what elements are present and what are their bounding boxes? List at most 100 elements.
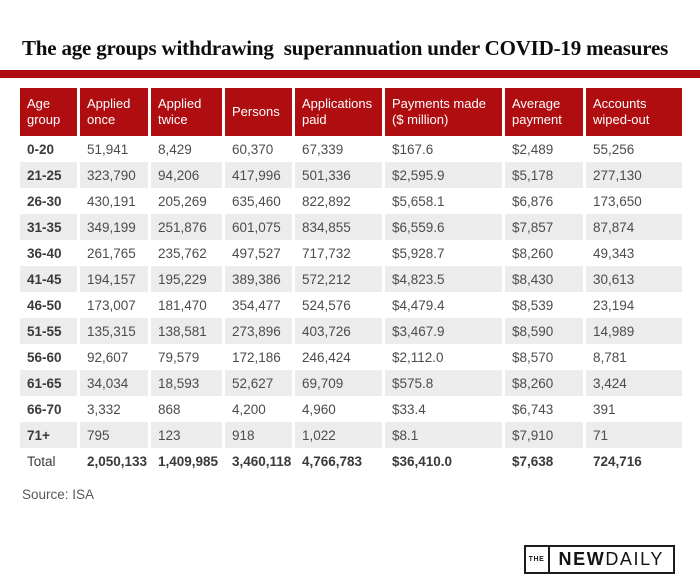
data-cell: $6,559.6 [385, 214, 502, 240]
data-cell: $5,658.1 [392, 193, 445, 209]
data-cell: 273,896 [225, 318, 292, 344]
data-cell: 349,199 [80, 214, 148, 240]
row-label-cell: 46-50 [27, 297, 62, 313]
data-cell: 572,212 [295, 266, 382, 292]
data-cell: 391 [593, 401, 616, 417]
data-cell: 4,960 [302, 401, 336, 417]
data-cell: $2,489 [512, 141, 554, 157]
data-cell: $2,595.9 [385, 162, 502, 188]
data-cell: $33.4 [392, 401, 426, 417]
data-cell: 251,876 [151, 214, 222, 240]
table-header-row: Age group Applied once Applied twice Person… [20, 88, 682, 136]
data-cell: 3,424 [586, 370, 682, 396]
data-cell: 30,613 [586, 266, 682, 292]
row-label-cell: 66-70 [27, 401, 62, 417]
data-cell: $2,112.0 [392, 349, 444, 365]
row-label-cell: Total [27, 453, 56, 469]
header-cell: Applied once [80, 88, 148, 136]
logo-wordmark: NEW DAILY [547, 545, 675, 574]
header-cell: Average payment [505, 88, 583, 136]
data-cell: 51,941 [87, 141, 129, 157]
data-cell: $8,260 [505, 370, 583, 396]
data-cell: 601,075 [225, 214, 292, 240]
table-row: 71+ 795 123 918 1,022 $8.1 $7,910 71 [20, 422, 682, 448]
header-cell: Accounts wiped-out [586, 88, 682, 136]
data-cell: 4,200 [232, 401, 266, 417]
data-cell: 49,343 [593, 245, 635, 261]
table-row: 36-40 261,765 235,762 497,527 717,732 $5,928.… [20, 240, 682, 266]
table-row: 46-50 173,007 181,470 354,477 524,576 $4,479.… [20, 292, 682, 318]
data-cell: $575.8 [385, 370, 502, 396]
data-cell: 94,206 [151, 162, 222, 188]
table-total-row: Total 2,050,133 1,409,985 3,460,118 4,766,78… [20, 448, 682, 474]
row-label-cell: 41-45 [20, 266, 77, 292]
data-cell: $7,857 [505, 214, 583, 240]
data-cell: 173,650 [593, 193, 642, 209]
header-cell: Age group [20, 88, 77, 136]
data-cell: $8.1 [385, 422, 502, 448]
data-cell: 868 [158, 401, 181, 417]
data-cell: 79,579 [158, 349, 200, 365]
data-cell: $8,430 [505, 266, 583, 292]
row-label-cell: 56-60 [27, 349, 62, 365]
table-row: 41-45 194,157 195,229 389,386 572,212 $4,823.… [20, 266, 682, 292]
data-cell: 822,892 [302, 193, 351, 209]
data-cell: 205,269 [158, 193, 207, 209]
data-cell: $3,467.9 [385, 318, 502, 344]
data-cell: 23,194 [593, 297, 635, 313]
chart-title: The age groups withdrawing superannuatio… [22, 36, 669, 61]
table-row: 66-70 3,332 868 4,200 4,960 $33.4 $6,743 391 [20, 396, 682, 422]
data-cell: 1,409,985 [158, 453, 219, 469]
data-cell: 18,593 [151, 370, 222, 396]
data-cell: $167.6 [392, 141, 434, 157]
row-label-cell: 61-65 [20, 370, 77, 396]
data-cell: $6,876 [512, 193, 554, 209]
data-cell: 354,477 [232, 297, 281, 313]
row-label-cell: 31-35 [20, 214, 77, 240]
row-label-cell: 51-55 [20, 318, 77, 344]
row-label-cell: 0-20 [27, 141, 55, 157]
data-cell: $8,539 [512, 297, 554, 313]
header-cell: Applied twice [151, 88, 222, 136]
data-cell: $36,410.0 [392, 453, 453, 469]
data-cell: 8,781 [593, 349, 627, 365]
data-cell: 87,874 [586, 214, 682, 240]
data-cell: 52,627 [225, 370, 292, 396]
divider-bar [0, 70, 700, 78]
data-cell: 389,386 [225, 266, 292, 292]
data-cell: 3,332 [87, 401, 121, 417]
data-cell: 194,157 [80, 266, 148, 292]
header-cell: Applications paid [295, 88, 382, 136]
data-cell: 2,050,133 [87, 453, 148, 469]
data-cell: $8,590 [505, 318, 583, 344]
data-cell: 501,336 [295, 162, 382, 188]
data-cell: $5,928.7 [392, 245, 445, 261]
data-cell: 323,790 [80, 162, 148, 188]
table-row: 26-30 430,191 205,269 635,460 822,892 $5,658.… [20, 188, 682, 214]
super-withdrawal-table: Age group Applied once Applied twice Person… [17, 88, 685, 474]
logo-daily-text: DAILY [605, 549, 664, 569]
table-row: 61-65 34,034 18,593 52,627 69,709 $575.8 $8,26… [20, 370, 682, 396]
data-cell: 195,229 [151, 266, 222, 292]
table-row: 0-20 51,941 8,429 60,370 67,339 $167.6 $2,489 5… [20, 136, 682, 162]
data-cell: $8,570 [512, 349, 554, 365]
data-cell: 277,130 [586, 162, 682, 188]
data-cell: 14,989 [586, 318, 682, 344]
data-cell: 135,315 [80, 318, 148, 344]
table-row: 56-60 92,607 79,579 172,186 246,424 $2,112.0 $… [20, 344, 682, 370]
data-cell: 67,339 [302, 141, 344, 157]
data-cell: $7,638 [512, 453, 554, 469]
data-cell: 235,762 [158, 245, 207, 261]
data-cell: $4,479.4 [392, 297, 445, 313]
data-cell: 138,581 [151, 318, 222, 344]
table-row: 21-25 323,790 94,206 417,996 501,336 $2,595.9… [20, 162, 682, 188]
data-cell: 8,429 [158, 141, 192, 157]
data-cell: $6,743 [512, 401, 554, 417]
row-label-cell: 71+ [20, 422, 77, 448]
data-cell: 430,191 [87, 193, 136, 209]
data-cell: 795 [80, 422, 148, 448]
data-cell: 181,470 [158, 297, 207, 313]
row-label-cell: 36-40 [27, 245, 62, 261]
data-cell: $5,178 [505, 162, 583, 188]
source-attribution: Source: ISA [22, 487, 95, 502]
